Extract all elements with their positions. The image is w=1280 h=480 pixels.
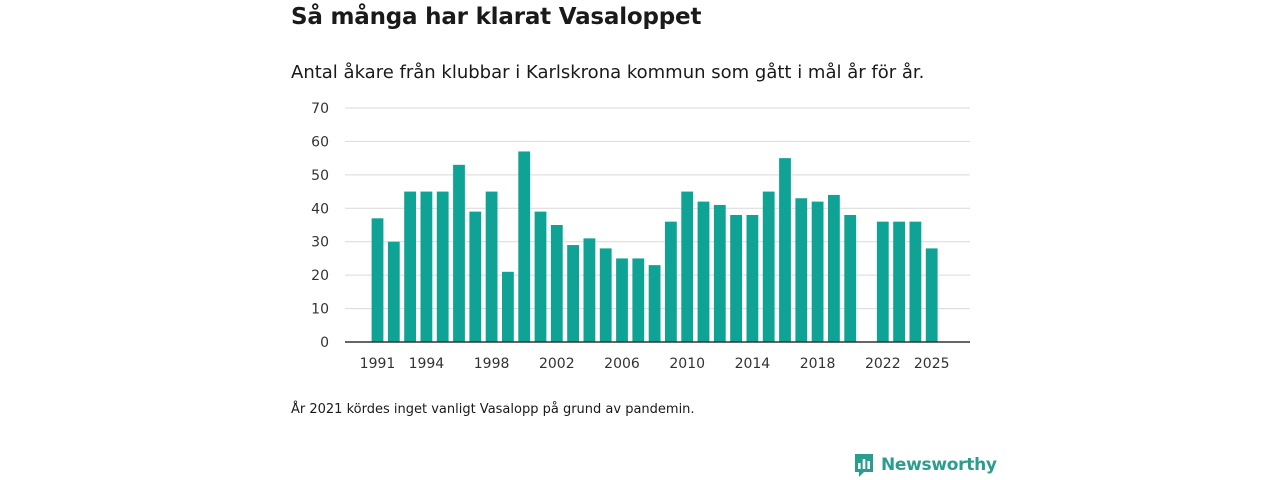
x-tick-label: 2018 [800,356,836,372]
bar-1998 [485,191,498,342]
x-tick-label: 2002 [539,356,575,372]
y-tick-label: 30 [311,235,329,251]
bar-2008 [648,265,661,342]
bar-2003 [567,245,579,342]
bar-2009 [665,221,677,342]
bar-2013 [730,214,742,342]
bar-2000 [518,151,531,342]
x-tick-label: 1994 [409,356,445,372]
y-tick-label: 50 [311,168,329,184]
x-tick-label: 2014 [735,356,771,372]
bar-chart-speech-icon [855,454,873,477]
bar-2019 [828,194,840,342]
bar-2002 [550,225,563,342]
chart-subtitle: Antal åkare från klubbar i Karlskrona ko… [291,62,925,83]
bar-2016 [779,158,791,342]
y-tick-label: 10 [311,302,329,318]
newsworthy-logo: Newsworthy [853,452,997,478]
x-tick-label: 2006 [604,356,640,372]
x-tick-label: 2022 [865,356,901,372]
bar-1999 [502,271,514,342]
bar-2001 [534,211,547,342]
bar-2005 [599,248,612,342]
bar-1997 [469,211,482,342]
bar-1992 [387,241,400,342]
bar-1993 [404,191,416,342]
bar-1995 [436,191,449,342]
bar-2004 [583,238,596,342]
bar-2018 [811,201,824,342]
bar-2023 [893,221,905,342]
y-axis-ticks: 0 10 20 30 40 50 60 70 [311,101,329,351]
bar-2012 [713,204,726,342]
y-tick-label: 70 [311,101,329,117]
y-tick-label: 0 [320,335,329,351]
bar-1991 [371,218,384,342]
y-tick-label: 20 [311,268,329,284]
x-tick-label: 1998 [474,356,510,372]
bars [371,151,938,342]
bar-chart: 0 10 20 30 40 50 60 70 1991 1994 1998 2002 2006 2010… [311,101,970,372]
x-tick-label: 1991 [360,356,396,372]
bar-2011 [697,201,710,342]
bar-2024 [909,221,922,342]
x-axis-ticks: 1991 1994 1998 2002 2006 2010 2014 2018 2022 2025 [360,356,950,372]
bar-2014 [746,214,759,342]
y-tick-label: 40 [311,201,329,217]
bar-2025 [925,248,938,342]
bar-2020 [844,214,857,342]
logo-text: Newsworthy [881,455,997,475]
x-tick-label: 2025 [914,356,950,372]
bar-2017 [795,198,808,342]
bar-2006 [616,258,628,342]
x-tick-label: 2010 [669,356,705,372]
bar-2010 [681,191,694,342]
bar-1996 [453,164,465,342]
bar-2015 [762,191,775,342]
y-tick-label: 60 [311,134,329,150]
chart-footnote: År 2021 kördes inget vanligt Vasalopp på… [291,402,695,417]
bar-1994 [420,191,433,342]
bar-2022 [876,221,889,342]
bar-2007 [632,258,645,342]
chart-title: Så många har klarat Vasaloppet [291,4,702,30]
